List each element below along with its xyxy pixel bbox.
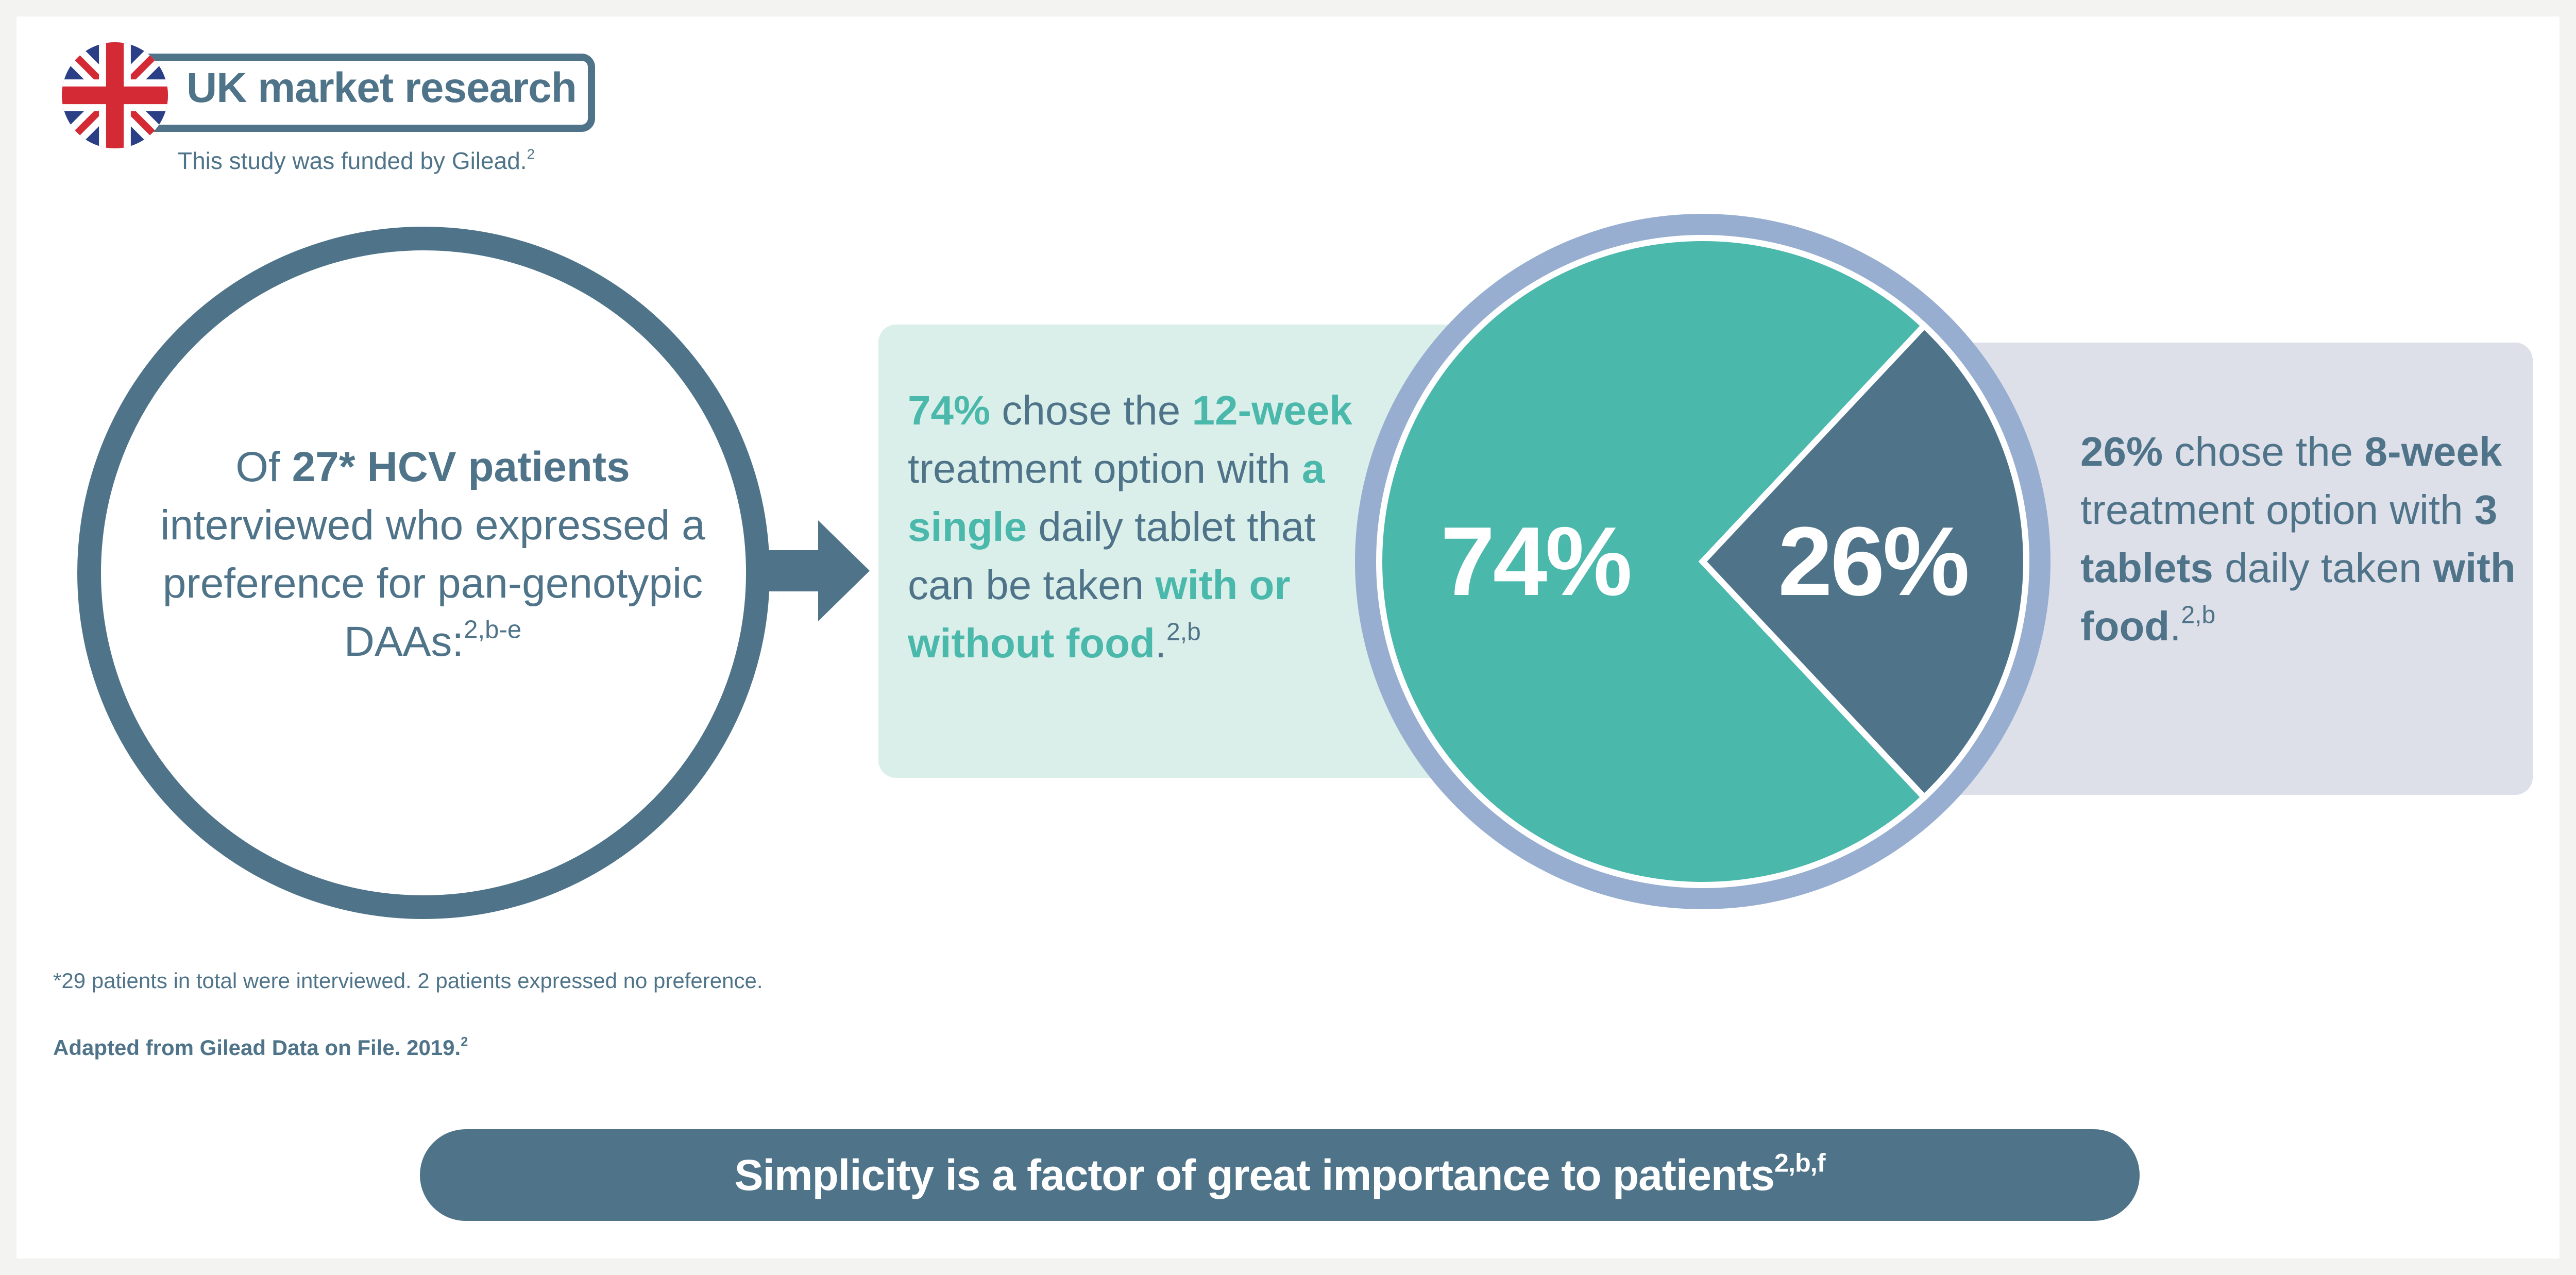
patients-description: Of 27* HCV patients interviewed who expr… (160, 444, 705, 665)
pie-slice-26 (1698, 321, 2030, 802)
eight-week-description: 26% chose the 8-week treatment option wi… (2080, 429, 2516, 649)
twelve-week-description: 74% chose the 12-week treatment option w… (908, 387, 1352, 666)
conclusion-banner: Simplicity is a factor of great importan… (420, 1129, 2140, 1221)
arrow-right-icon (767, 520, 870, 621)
source-note: Adapted from Gilead Data on File. 2019.2 (53, 1034, 468, 1060)
footnote: *29 patients in total were interviewed. … (53, 968, 763, 993)
page-title: UK market research (187, 64, 577, 111)
pie-svg (1355, 214, 2050, 909)
funding-note: This study was funded by Gilead.2 (178, 146, 535, 174)
pie-label-26: 26% (1778, 507, 1970, 616)
pie-slice-74 (1376, 235, 1929, 888)
treatment-preference-pie (1355, 214, 2050, 909)
uk-flag-icon (62, 42, 168, 148)
pie-label-74: 74% (1440, 507, 1632, 616)
conclusion-text: Simplicity is a factor of great importan… (734, 1148, 1825, 1199)
